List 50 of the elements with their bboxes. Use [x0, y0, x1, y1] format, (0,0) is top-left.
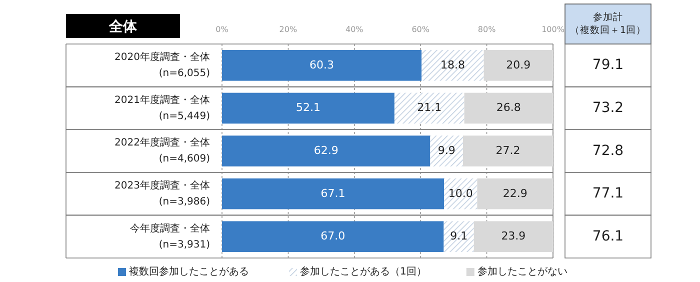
x-tick-label: 40%	[346, 25, 364, 34]
y-tick-label: 2021年度調査・全体 (n=5,449)	[114, 94, 210, 122]
data-label: 76.1	[592, 228, 624, 244]
data-label: 18.8	[440, 58, 465, 72]
bar	[422, 50, 484, 81]
bar	[444, 221, 474, 252]
data-label: 10.0	[448, 186, 473, 200]
legend-label: 参加したことがない	[477, 266, 568, 278]
data-label: 9.9	[438, 144, 456, 158]
text: 参加計（複数回＋1回）	[570, 11, 646, 36]
bar	[464, 92, 553, 124]
bar	[462, 136, 553, 166]
bar	[222, 136, 430, 166]
data-label: 77.1	[592, 186, 624, 202]
y-tick-label: 2022年度調査・全体 (n=4,609)	[114, 136, 210, 165]
bar	[222, 178, 444, 210]
bar	[394, 92, 464, 124]
data-label: 67.1	[320, 186, 346, 200]
x-tick-label: 0%	[216, 25, 229, 34]
x-tick-label: 20%	[279, 25, 298, 34]
data-label: 79.1	[592, 57, 624, 74]
x-tick-label: 80%	[478, 25, 496, 34]
y-tick-label: 2023年度調査・全体 (n=3,986)	[114, 180, 210, 208]
bar	[222, 92, 394, 124]
bar	[474, 221, 553, 252]
legend-label: 複数回参加したことがある	[129, 266, 249, 278]
data-label: 26.8	[496, 101, 521, 114]
data-label: 73.2	[592, 100, 624, 116]
x-tick-label: 60%	[412, 25, 430, 34]
bar	[477, 178, 553, 210]
bar	[222, 50, 422, 81]
bar	[430, 136, 463, 166]
data-label: 67.0	[320, 230, 346, 243]
data-label: 52.1	[296, 101, 320, 114]
data-label: 72.8	[592, 142, 624, 159]
x-tick-label: 100%	[542, 25, 565, 34]
data-label: 23.9	[501, 230, 526, 243]
data-label: 21.1	[417, 101, 442, 114]
y-tick-label: 2020年度調査・全体 (n=6,055)	[114, 51, 210, 80]
bar	[484, 50, 553, 81]
data-label: 22.9	[502, 186, 528, 200]
data-label: 20.9	[506, 58, 531, 72]
data-label: 9.1	[450, 230, 468, 243]
data-label: 27.2	[496, 144, 520, 158]
chart-title: 全体	[108, 18, 138, 35]
y-tick-label: 今年度調査・全体 (n=3,931)	[130, 222, 210, 250]
bar	[444, 178, 478, 210]
data-label: 60.3	[310, 58, 334, 72]
data-label: 62.9	[314, 144, 338, 158]
bar	[222, 221, 444, 252]
